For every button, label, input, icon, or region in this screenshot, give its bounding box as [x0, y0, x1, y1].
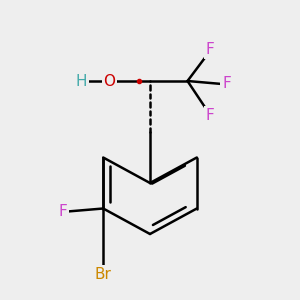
Text: F: F [206, 42, 214, 57]
Text: F: F [222, 76, 231, 92]
Text: O: O [103, 74, 116, 88]
Text: H: H [76, 74, 87, 88]
Text: F: F [206, 108, 214, 123]
Text: Br: Br [95, 267, 112, 282]
Text: F: F [59, 204, 68, 219]
